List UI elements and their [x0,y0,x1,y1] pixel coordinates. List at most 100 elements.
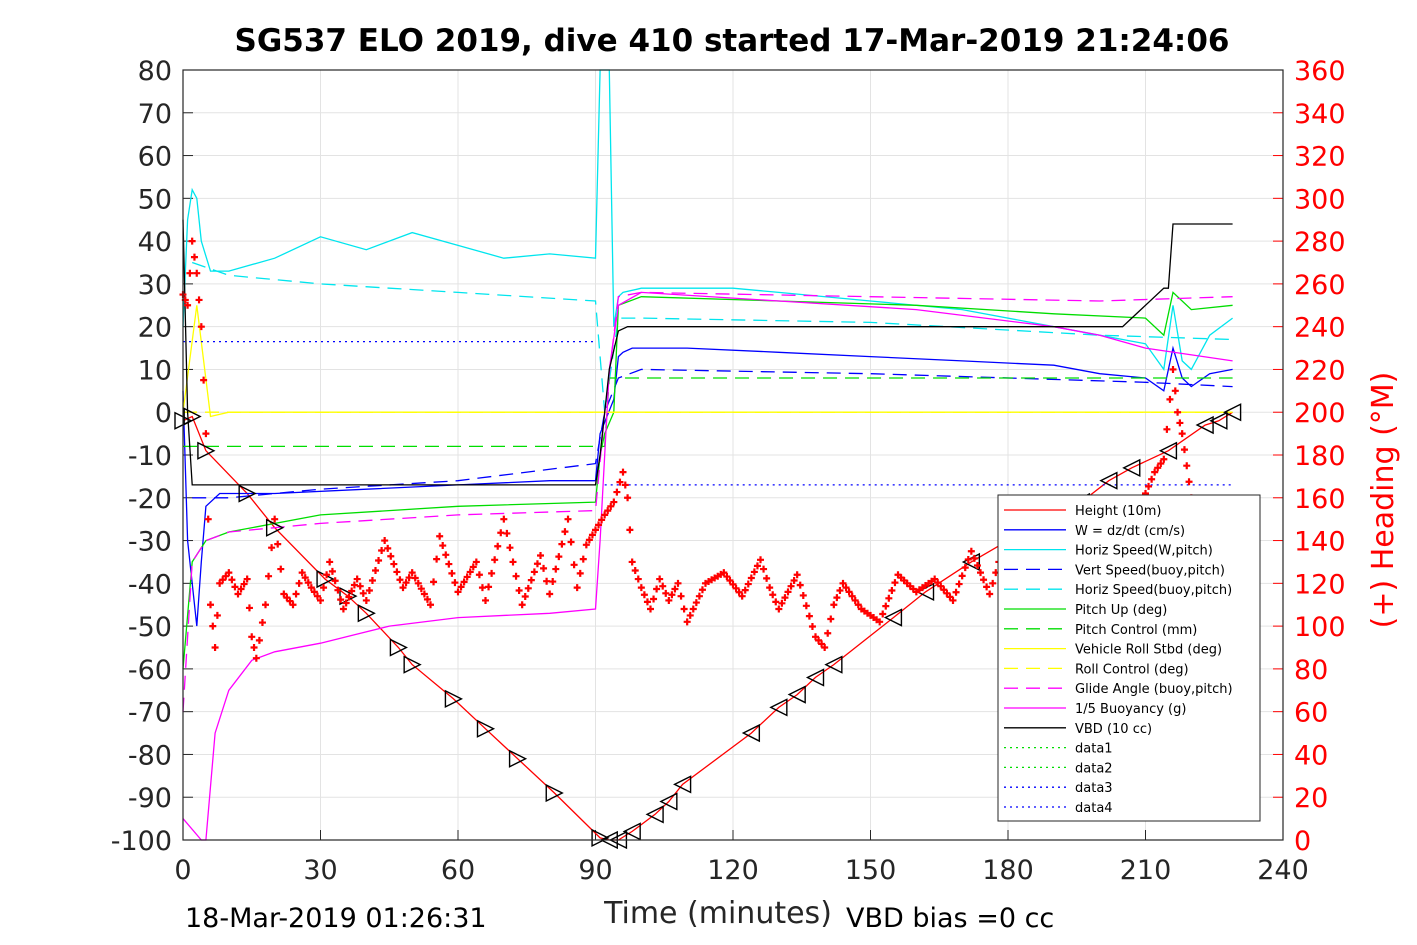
heading-marker [723,573,731,581]
heading-marker [1154,464,1162,472]
depth-marker [508,749,528,768]
heading-marker [402,579,410,587]
heading-marker [512,572,520,580]
heading-marker [958,572,966,580]
heading-marker [466,568,474,576]
depth-marker [741,723,761,743]
heading-marker [619,468,627,476]
heading-marker [265,572,273,580]
heading-marker [445,560,453,568]
heading-marker [1171,387,1179,395]
heading-marker [760,565,768,573]
heading-marker [1151,468,1159,476]
heading-marker [460,578,468,586]
depth-marker [591,828,610,847]
y-tick-label: -60 [128,655,172,686]
heading-marker [668,591,676,599]
heading-marker [616,478,624,486]
heading-marker [955,580,963,588]
legend-label: Roll Control (deg) [1075,662,1189,677]
heading-marker [521,593,529,601]
chart-title: SG537 ELO 2019, dive 410 started 17-Mar-… [235,23,1230,59]
heading-marker [567,538,575,546]
heading-marker [448,569,456,577]
heading-marker [193,269,201,277]
heading-marker [891,579,899,587]
legend-label: Pitch Up (deg) [1075,603,1167,618]
y-tick-label: -80 [128,740,172,771]
heading-marker [195,296,203,304]
heading-marker [640,591,648,599]
heading-marker [588,531,596,539]
heading-marker [647,605,654,613]
heading-marker [775,605,783,613]
heading-marker [790,576,798,584]
legend-label: 1/5 Buoyancy (g) [1075,702,1186,717]
heading-marker [533,560,541,568]
heading-marker [274,540,282,548]
heading-marker [821,644,829,651]
x-tick-label: 240 [1257,855,1309,886]
heading-marker [420,590,428,598]
right-y-tick-label: 60 [1294,698,1328,729]
heading-marker [323,571,331,579]
heading-marker [200,376,208,384]
heading-marker [885,594,893,602]
heading-marker [808,622,816,630]
series-line-3 [192,368,1233,499]
heading-marker [595,521,603,529]
series-line-10 [182,291,1233,841]
heading-marker [986,590,994,598]
heading-marker [750,568,758,576]
heading-marker [469,563,477,571]
heading-marker [653,585,661,593]
heading-marker [457,583,465,591]
heading-marker [757,556,764,564]
heading-marker [286,597,294,605]
heading-marker [952,588,960,596]
heading-marker [326,558,334,566]
heading-marker [451,579,459,587]
heading-marker [1183,462,1191,470]
y-tick-label: -30 [128,527,172,558]
legend-items: Height (10m) W = dz/dt (cm/s) Horiz Speed(… [1004,504,1233,816]
heading-marker [211,644,219,651]
heading-marker [753,562,761,570]
series-line-5 [182,291,1233,669]
heading-marker [674,579,682,587]
heading-marker [677,592,685,600]
heading-marker [854,601,862,609]
heading-marker [506,544,514,552]
right-y-tick-label: 0 [1294,826,1311,857]
legend-label: Height (10m) [1075,504,1161,519]
heading-marker [781,594,789,602]
heading-marker [430,578,438,586]
heading-marker [472,558,480,566]
heading-marker [1174,408,1182,416]
heading-marker [258,619,266,627]
heading-marker [683,618,691,626]
series-line-11 [182,219,1233,486]
heading-marker [980,576,988,584]
heading-marker [778,599,786,607]
heading-marker [515,586,523,594]
heading-marker [463,573,471,581]
heading-marker [320,584,328,592]
heading-marker [833,594,841,602]
x-axis-ticks: 0 30 60 90 120 150 180 210 240 [174,855,1308,886]
heading-marker [1163,425,1171,433]
heading-marker [454,588,462,596]
heading-marker [393,568,401,576]
y-tick-label: 0 [155,398,172,429]
heading-marker [970,554,978,562]
left-y-axis-ticks: 80 70 60 50 40 30 20 10 0 -10 -20 -30 -40 -50 -60 -70 -8… [111,56,172,857]
legend-label: Horiz Speed(buoy,pitch) [1075,583,1232,598]
heading-marker [818,640,826,648]
heading-marker [937,582,945,590]
x-tick-label: 210 [1120,855,1172,886]
heading-marker [888,586,896,594]
depth-marker [805,668,825,687]
end-time-label: 18-Mar-2019 01:26:31 [185,903,487,934]
y-tick-label: -90 [128,783,172,814]
